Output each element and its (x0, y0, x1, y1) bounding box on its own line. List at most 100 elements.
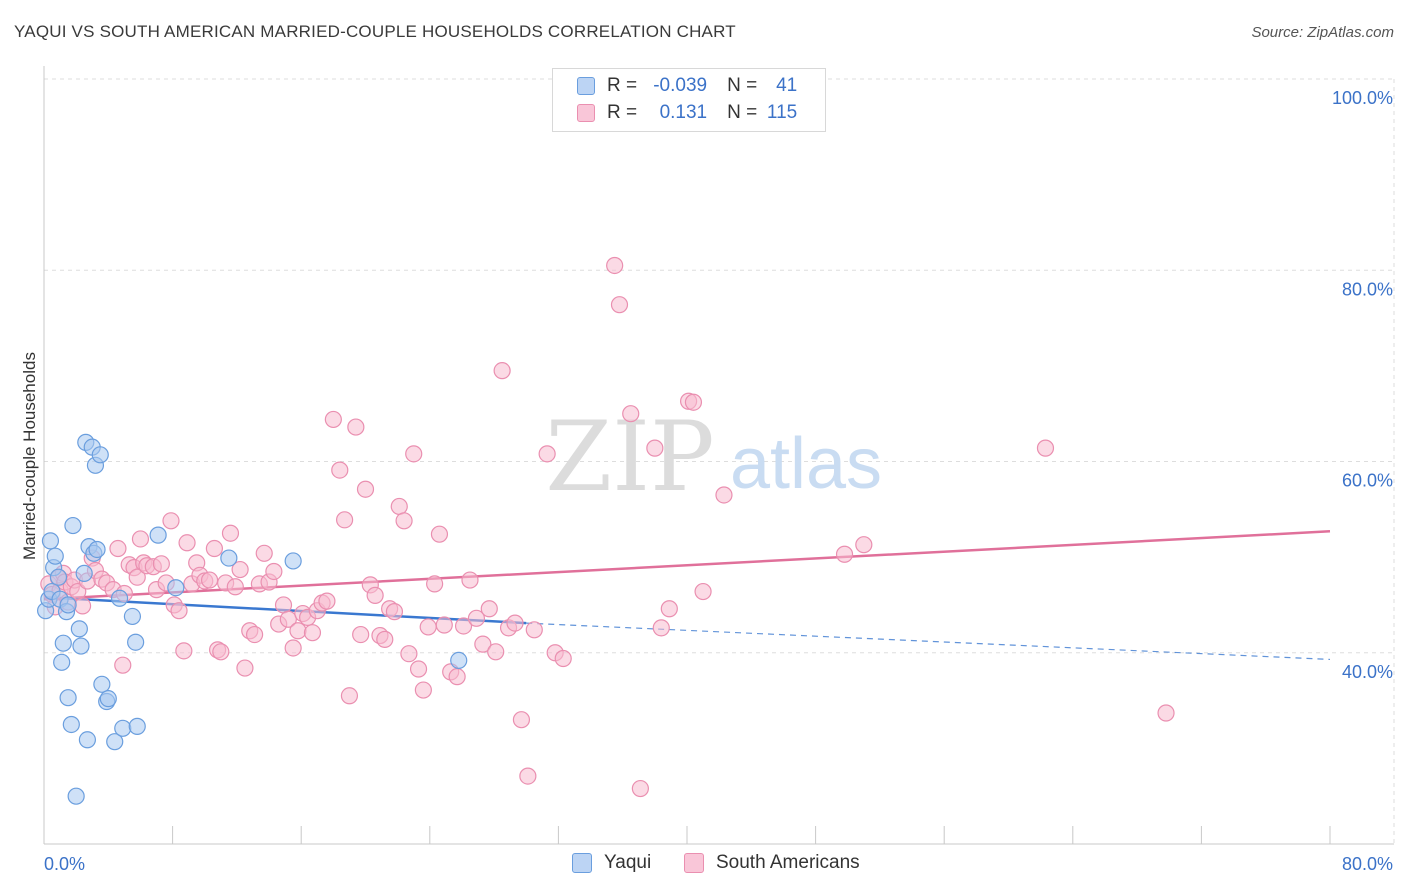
yaqui-point (46, 547, 64, 565)
south-americans-legend-swatch (684, 853, 704, 873)
yaqui-point (220, 549, 238, 567)
grid-lines (44, 78, 1395, 844)
south-americans-point (461, 571, 479, 589)
south-americans-point (205, 539, 223, 558)
south-americans-point (385, 603, 404, 621)
yaqui-point (284, 552, 302, 570)
legend-r-label: R = (607, 75, 638, 96)
south-americans-point (231, 560, 249, 579)
south-americans-point (131, 530, 150, 548)
legend-n-label: N = (727, 102, 758, 123)
south-americans-point (426, 575, 444, 593)
yaqui-point (88, 540, 106, 559)
yaqui-point (123, 607, 142, 626)
yaqui-point (53, 653, 71, 671)
south-americans-point (414, 681, 432, 699)
south-americans-point (606, 256, 624, 275)
south-americans-point (152, 555, 170, 573)
watermark-atlas: atlas (730, 424, 882, 504)
south-americans-point (538, 445, 556, 463)
south-americans-point (178, 534, 196, 552)
yaqui-legend-swatch (572, 853, 592, 873)
south-americans-point (284, 639, 302, 657)
south-americans-point (376, 630, 394, 648)
south-americans-point (506, 614, 524, 632)
south-americans-point (493, 362, 511, 380)
south-americans-point (212, 643, 230, 661)
south-americans-point (430, 525, 449, 543)
yaqui-point (91, 446, 109, 464)
south-americans-point (236, 659, 254, 677)
south-americans-point (200, 571, 219, 589)
south-americans-point (419, 618, 437, 636)
south-americans-point (114, 656, 132, 674)
south-americans-swatch (577, 104, 595, 122)
legend-r-label: R = (607, 102, 638, 123)
south-americans-point (405, 445, 423, 463)
series-legend-south-americans: South Americans (684, 852, 860, 874)
legend-r-value-south-americans: 0.131 (659, 102, 708, 123)
axes (43, 66, 1394, 845)
south-americans-point (610, 296, 629, 314)
south-americans-point (480, 600, 498, 618)
south-americans-point (855, 536, 873, 554)
y-tick-label: 80.0% (1342, 279, 1393, 299)
yaqui-point (99, 690, 117, 708)
axis-labels: 40.0% 60.0% 80.0% 100.0% 0.0% 80.0% Married-co… (20, 88, 1393, 874)
source-label: Source: ZipAtlas.com (1251, 24, 1394, 41)
south-americans-point (331, 461, 349, 479)
south-americans-point (340, 687, 359, 705)
south-americans-point (221, 524, 240, 542)
south-americans-point (265, 562, 283, 581)
yaqui-point (127, 633, 145, 651)
legend-r-value-yaqui: -0.039 (653, 75, 708, 96)
south-americans-point (352, 625, 370, 644)
y-tick-label: 40.0% (1342, 662, 1393, 682)
south-americans-point (652, 619, 670, 637)
yaqui-points (37, 433, 468, 805)
south-americans-point (390, 497, 408, 516)
series-legend: Yaqui South Americans (0, 852, 1406, 878)
south-americans-point (512, 711, 531, 729)
south-americans-point (694, 582, 712, 601)
south-americans-point (646, 439, 664, 457)
legend-n-value-south-americans: 115 (766, 102, 798, 123)
yaqui-point (72, 637, 90, 655)
south-americans-point (318, 592, 336, 610)
south-americans-point (409, 660, 428, 678)
watermark: ZIP atlas (545, 401, 882, 513)
yaqui-point (59, 689, 77, 707)
south-americans-point (435, 616, 453, 634)
south-americans-point (73, 597, 92, 615)
yaqui-trend-extension (526, 622, 1331, 661)
yaqui-point (110, 589, 129, 607)
south-americans-point (474, 635, 492, 653)
x-tick-label-min: 0.0% (44, 854, 85, 874)
south-americans-point (715, 486, 733, 504)
yaqui-point (67, 787, 85, 805)
south-americans-point (554, 649, 572, 668)
yaqui-swatch (577, 77, 595, 95)
south-americans-point (289, 622, 307, 640)
yaqui-point (41, 532, 60, 550)
south-americans-point (356, 480, 375, 498)
south-americans-point (303, 624, 322, 642)
legend-n-value-yaqui: 41 (776, 75, 798, 96)
south-americans-point (1036, 439, 1055, 457)
yaqui-point (59, 596, 77, 614)
south-americans-point (279, 610, 297, 628)
legend-row-yaqui: R = -0.039 N = 41 (577, 74, 797, 98)
yaqui-point (49, 568, 68, 586)
y-axis-title: Married-couple Households (20, 352, 39, 560)
trend-lines (43, 530, 1331, 661)
series-legend-yaqui: Yaqui (572, 852, 651, 874)
yaqui-point (75, 564, 93, 582)
south-americans-point (175, 642, 193, 660)
south-americans-point (835, 545, 854, 563)
south-americans-point (226, 578, 244, 596)
yaqui-point (128, 717, 146, 735)
yaqui-point (450, 651, 468, 670)
correlation-legend: R = -0.039 N = 41 R = 0.131 N = 115 (552, 68, 826, 132)
yaqui-point (149, 526, 167, 544)
legend-row-south-americans: R = 0.131 N = 115 (577, 101, 797, 125)
